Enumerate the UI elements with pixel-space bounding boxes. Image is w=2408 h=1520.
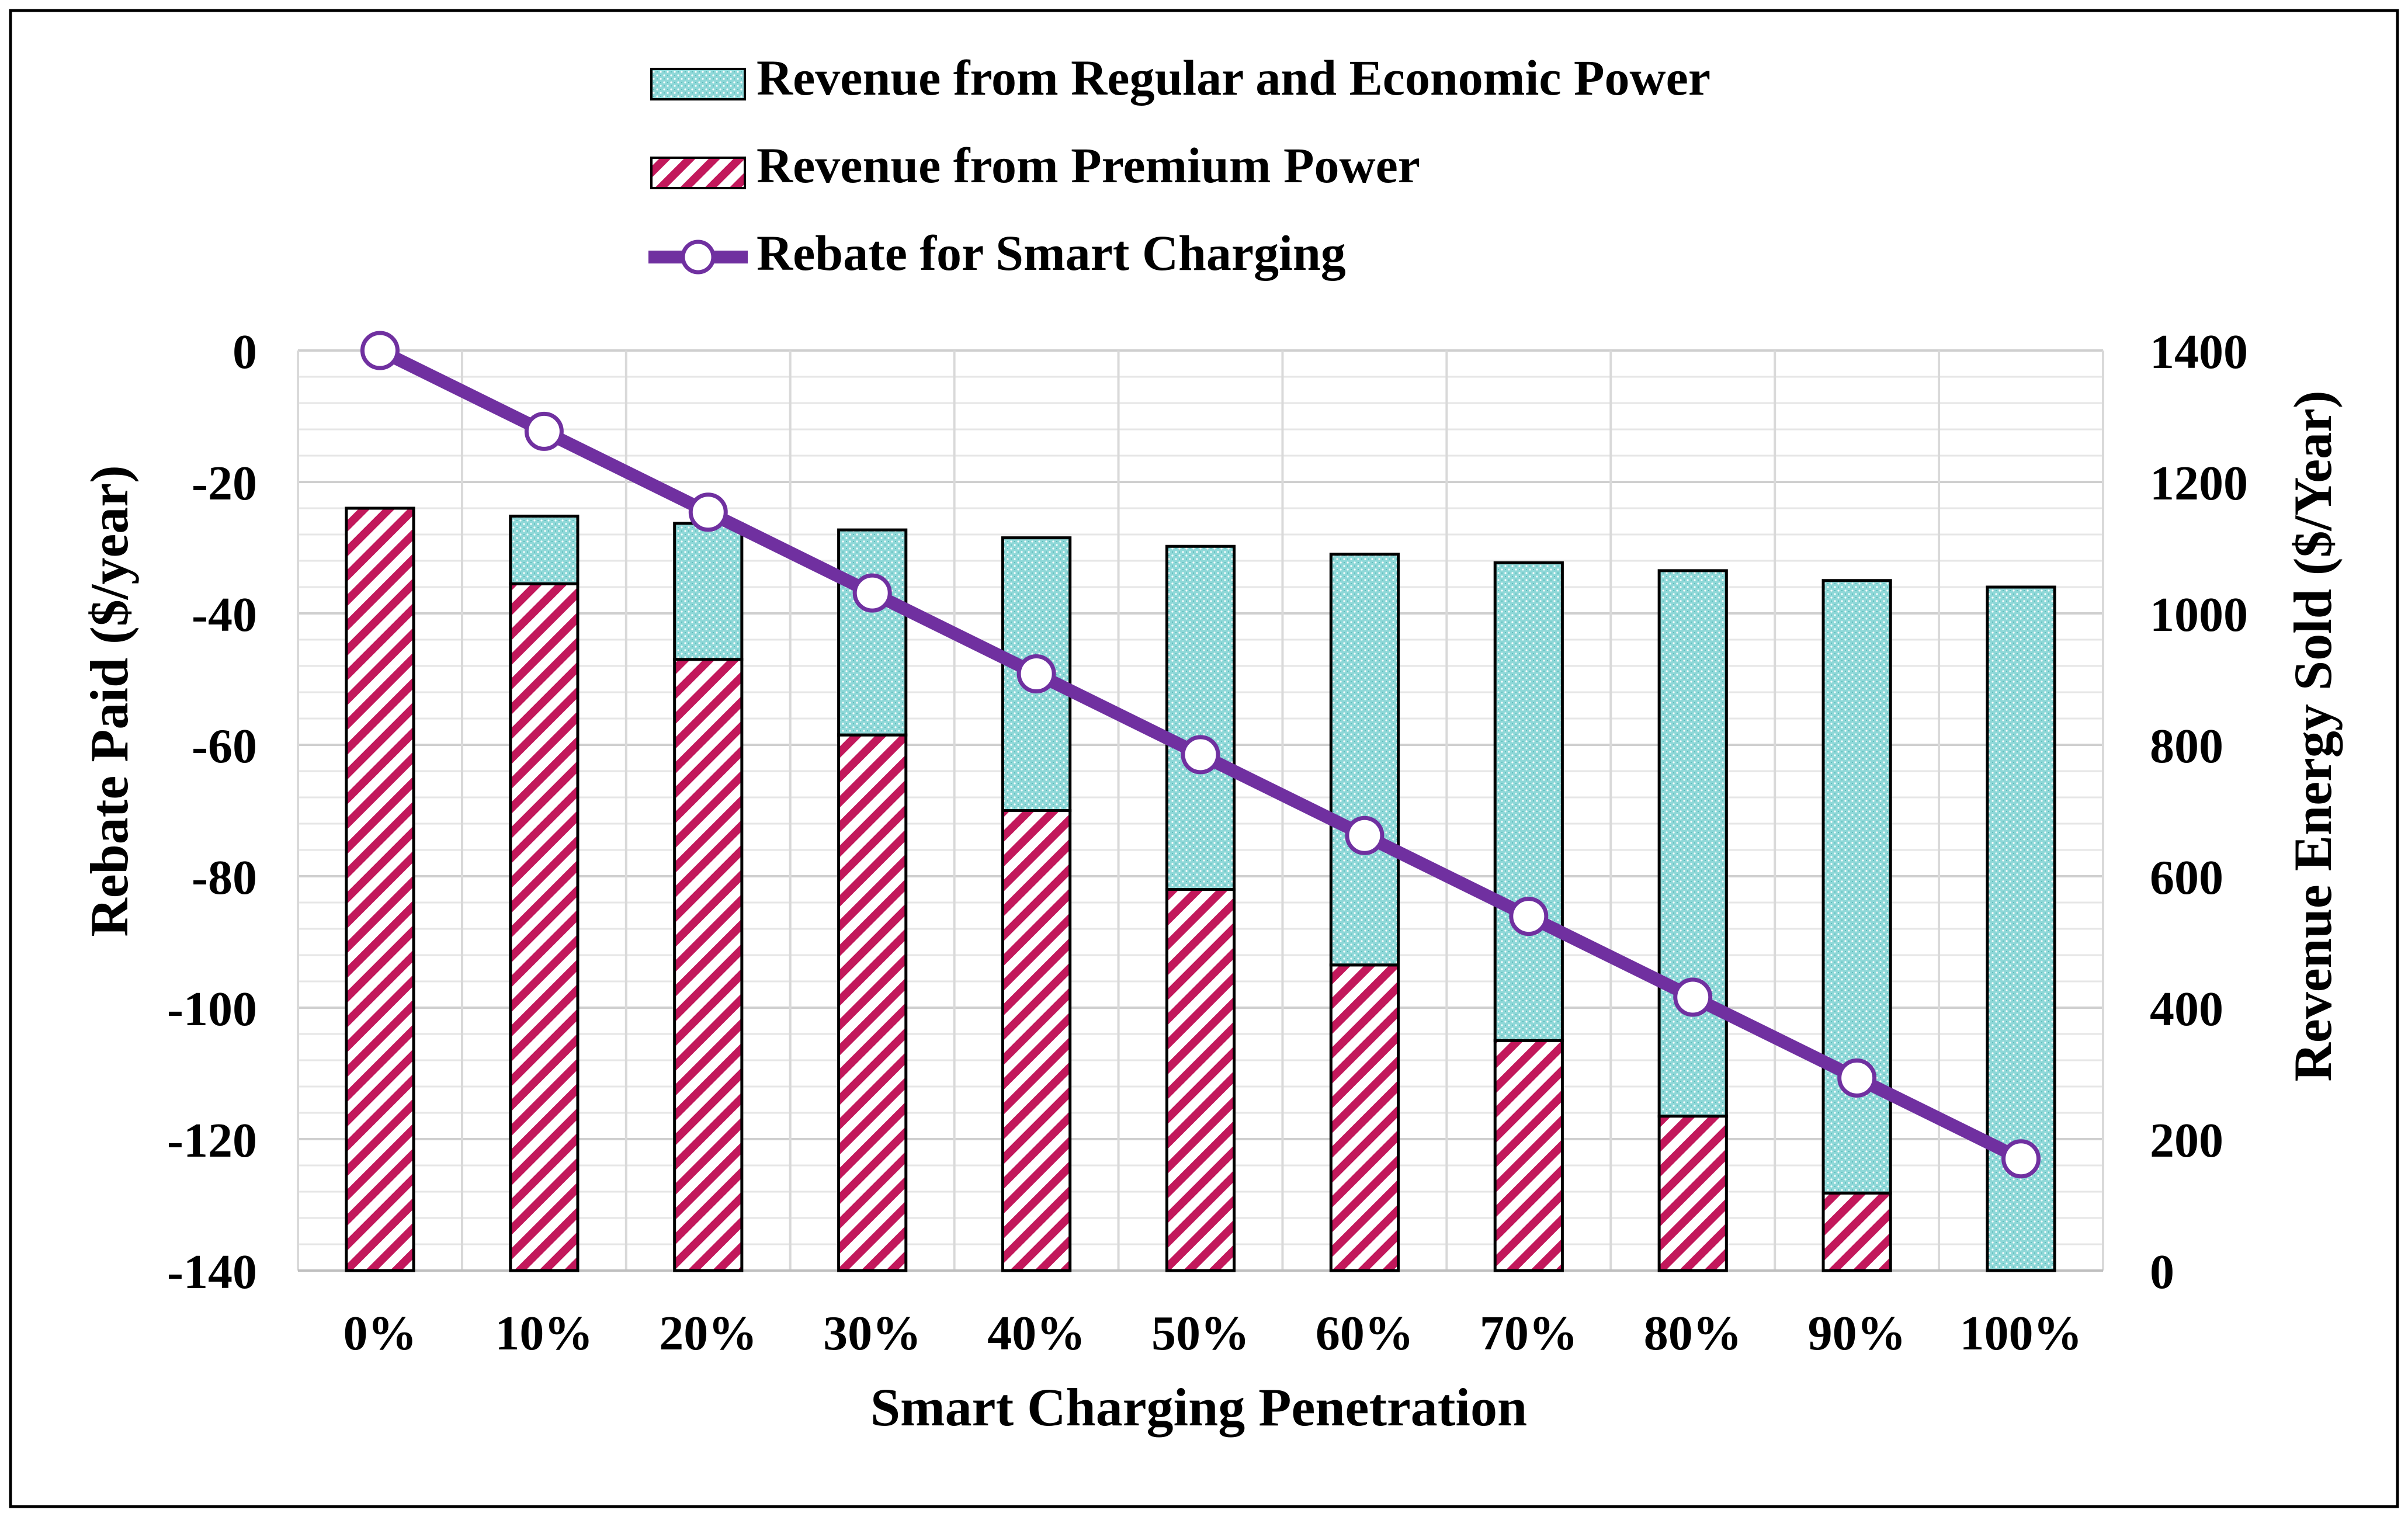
bar-premium (509, 582, 580, 1272)
legend-label-premium: Revenue from Premium Power (757, 137, 1420, 193)
bar-regular (1001, 536, 1072, 812)
bar-premium (1493, 1039, 1564, 1272)
bar-premium (1657, 1115, 1728, 1272)
legend: Revenue from Regular and Economic Power … (648, 50, 1710, 281)
y-tick-right: 400 (2150, 982, 2223, 1036)
legend-swatch-regular (650, 68, 746, 100)
legend-label-rebate: Rebate for Smart Charging (757, 225, 1346, 281)
y-tick-left: -40 (192, 588, 257, 642)
y-tick-left: 0 (233, 325, 257, 379)
y-tick-left: -60 (192, 719, 257, 773)
y-tick-left: -20 (192, 456, 257, 511)
y-tick-right: 1000 (2150, 588, 2248, 642)
y-tick-left: -140 (167, 1245, 257, 1299)
rebate-marker (1837, 1058, 1877, 1098)
y-tick-right: 0 (2150, 1245, 2174, 1299)
bar-premium (673, 658, 744, 1272)
bar-premium (345, 506, 415, 1272)
x-tick-label: 0% (343, 1306, 417, 1361)
rebate-marker (1509, 897, 1549, 936)
x-tick-label: 70% (1480, 1306, 1578, 1361)
bar-regular (509, 515, 580, 585)
axes: 0 -20 -40 -60 -80 -100 -120 -140 1400 1200 1000 800… (167, 325, 2248, 1361)
legend-label-regular: Revenue from Regular and Economic Power (757, 50, 1710, 106)
x-tick-label: 60% (1316, 1306, 1414, 1361)
bar-regular (837, 528, 908, 737)
bars (345, 506, 2056, 1272)
rebate-marker (688, 492, 728, 532)
x-tick-label: 90% (1808, 1306, 1906, 1361)
bar-premium (1001, 809, 1072, 1272)
rebate-marker (360, 331, 400, 370)
bar-regular (1821, 579, 1892, 1195)
rebate-marker (1181, 735, 1220, 775)
bar-premium (837, 733, 908, 1272)
x-tick-label: 80% (1644, 1306, 1742, 1361)
x-tick-label: 20% (659, 1306, 757, 1361)
bar-premium (1329, 963, 1400, 1272)
bar-premium (1821, 1191, 1892, 1272)
y-tick-right: 600 (2150, 851, 2223, 905)
x-tick-label: 30% (823, 1306, 921, 1361)
bar-premium (1165, 888, 1236, 1272)
rebate-marker (852, 573, 892, 613)
bar-regular (1657, 569, 1728, 1118)
y-axis-title-left: Rebate Paid ($/year) (79, 465, 139, 936)
x-tick-label: 50% (1151, 1306, 1250, 1361)
y-tick-right: 1200 (2150, 456, 2248, 511)
y-tick-left: -120 (167, 1113, 257, 1168)
rebate-marker (1345, 815, 1385, 855)
y-tick-left: -80 (192, 851, 257, 905)
legend-swatch-premium (650, 157, 746, 189)
x-tick-label: 10% (495, 1306, 593, 1361)
x-tick-label: 100% (1960, 1306, 2083, 1361)
y-tick-right: 1400 (2150, 325, 2248, 379)
line-layer (360, 331, 2041, 1179)
rebate-marker (1016, 654, 1056, 693)
x-tick-label: 40% (987, 1306, 1085, 1361)
bar-regular (1165, 544, 1236, 891)
bar-regular (1493, 561, 1564, 1042)
y-tick-left: -100 (167, 982, 257, 1036)
rebate-marker (1673, 977, 1713, 1017)
bar-regular (673, 522, 744, 661)
bar-regular (1329, 553, 1400, 967)
y-axis-title-right: Revenue Energy Sold ($/Year) (2283, 390, 2343, 1081)
rebate-marker (524, 411, 564, 451)
y-tick-right: 200 (2150, 1113, 2223, 1168)
rebate-marker (2001, 1139, 2041, 1179)
y-tick-right: 800 (2150, 719, 2223, 773)
x-axis-title: Smart Charging Penetration (870, 1377, 1527, 1437)
legend-marker-rebate (681, 240, 716, 275)
